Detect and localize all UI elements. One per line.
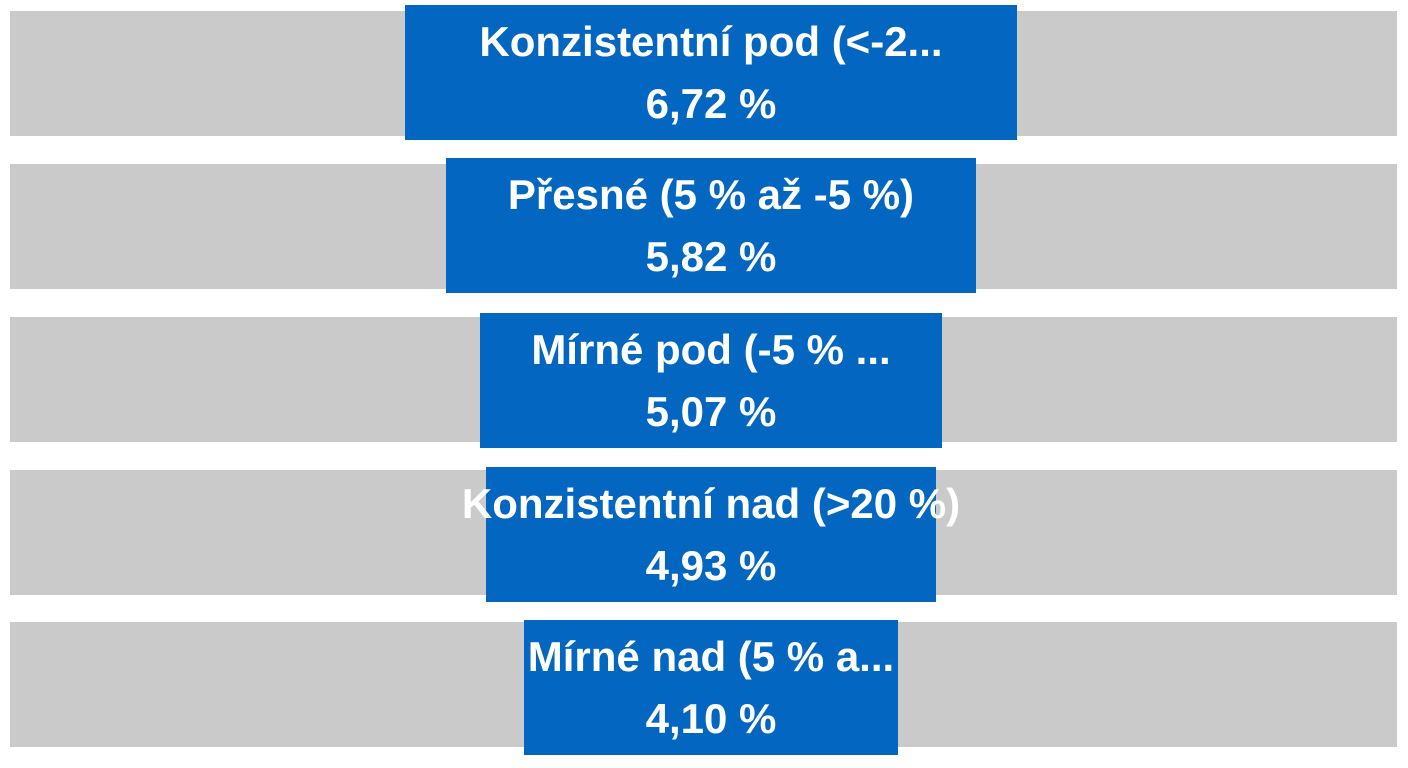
- funnel-bar: Mírné pod (-5 % ... 5,07 %: [479, 313, 943, 448]
- value-label: 5,82 %: [645, 232, 777, 280]
- funnel-bar: Konzistentní nad (>20 %) 4,93 %: [462, 467, 960, 602]
- value-label: 4,10 %: [645, 694, 777, 742]
- funnel-bar: Konzistentní pod (<-2... 6,72 %: [404, 5, 1018, 140]
- funnel-bar: Mírné nad (5 % a... 4,10 %: [524, 620, 898, 755]
- category-label: Konzistentní pod (<-2...: [479, 17, 943, 65]
- category-label: Mírné nad (5 % a...: [527, 632, 895, 680]
- value-label: 6,72 %: [645, 79, 777, 127]
- funnel-bar: Přesné (5 % až -5 %) 5,82 %: [445, 158, 977, 293]
- value-label: 4,93 %: [645, 541, 777, 589]
- category-label: Přesné (5 % až -5 %): [507, 170, 915, 218]
- category-label: Mírné pod (-5 % ...: [531, 325, 891, 373]
- category-label: Konzistentní nad (>20 %): [461, 479, 961, 527]
- value-label: 5,07 %: [645, 387, 777, 435]
